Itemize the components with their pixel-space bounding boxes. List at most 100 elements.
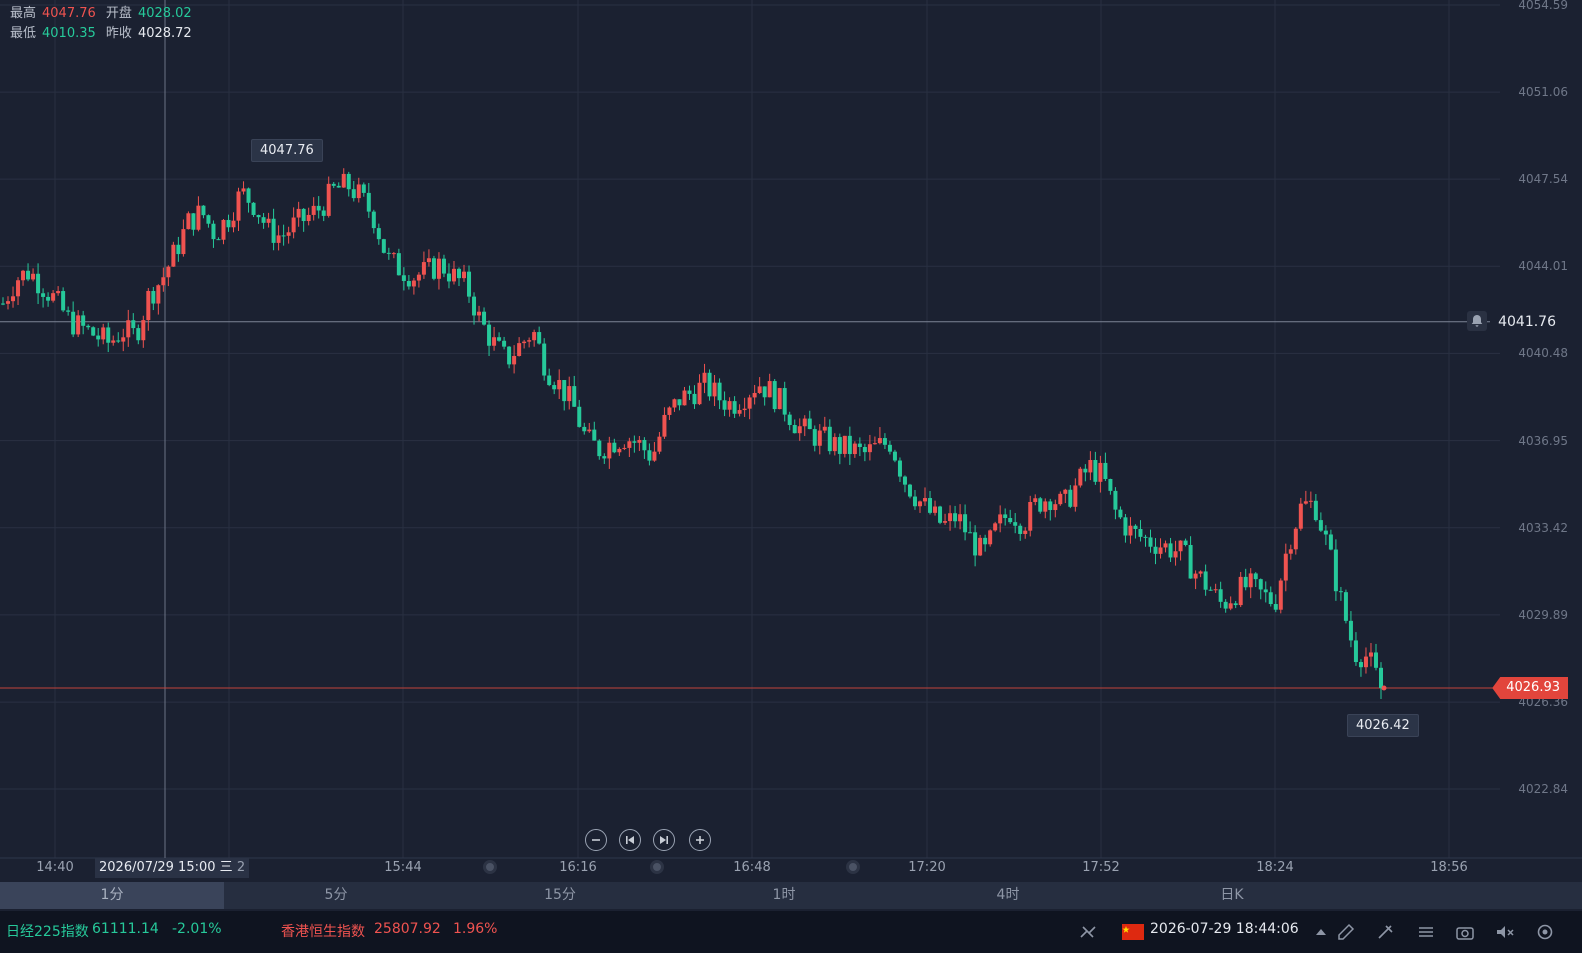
- candle-body: [331, 183, 336, 186]
- scroll-marker[interactable]: [846, 860, 860, 874]
- candle-body: [472, 296, 477, 316]
- index2-name[interactable]: 香港恒生指数: [281, 924, 365, 940]
- edit-icon[interactable]: [1336, 922, 1356, 942]
- time-tick-label: 18:56: [1430, 860, 1468, 875]
- candle-body: [26, 270, 31, 280]
- tab-15min[interactable]: 15分: [544, 887, 576, 903]
- candle-body: [597, 440, 602, 457]
- candle-body: [747, 397, 752, 409]
- draw-icon[interactable]: [1376, 922, 1396, 942]
- candle-body: [1078, 468, 1083, 486]
- candle-body: [522, 341, 527, 344]
- candle-body: [1058, 493, 1063, 505]
- jump-end-button[interactable]: [653, 829, 675, 851]
- candle-body: [1328, 534, 1333, 550]
- alert-price-tag[interactable]: 4041.76: [1490, 311, 1568, 333]
- tab-daily[interactable]: 日K: [1220, 887, 1244, 903]
- candle-body: [1208, 589, 1213, 591]
- high-value: 4047.76: [42, 6, 96, 21]
- candle-body: [426, 258, 431, 263]
- candle-body: [286, 232, 291, 236]
- candle-body: [462, 271, 467, 279]
- candle-body: [1293, 528, 1298, 550]
- candle-body: [266, 218, 271, 223]
- chart-area[interactable]: 最高 4047.76 开盘 4028.02 最低 4010.35 昨收 4028.72 …: [0, 0, 1582, 882]
- menu-icon[interactable]: [1416, 922, 1436, 942]
- candle-body: [923, 498, 928, 502]
- connection-icon[interactable]: [1078, 922, 1098, 942]
- candle-body: [712, 382, 717, 397]
- candle-body: [381, 239, 386, 253]
- candle-body: [897, 460, 902, 477]
- candle-body: [416, 274, 421, 281]
- candle-body: [637, 439, 642, 443]
- candle-body: [812, 429, 817, 446]
- time-tick-label: 17:20: [908, 860, 946, 875]
- mute-icon[interactable]: [1495, 922, 1515, 942]
- candle-body: [111, 340, 116, 343]
- time-tick-label: 15:44: [384, 860, 422, 875]
- candle-body: [537, 332, 542, 344]
- index1-value: 61111.14: [92, 921, 159, 937]
- crosshair-time-suffix: 2: [236, 860, 246, 875]
- scroll-marker[interactable]: [650, 860, 664, 874]
- candle-body: [396, 253, 401, 276]
- candle-body: [241, 188, 246, 192]
- candle-body: [552, 385, 557, 390]
- prev-close-value: 4028.72: [137, 26, 192, 41]
- candle-body: [1203, 571, 1208, 590]
- candle-body: [136, 328, 141, 341]
- price-tick-label: 4022.84: [1518, 782, 1568, 796]
- candle-body: [141, 320, 146, 341]
- zoom-in-button[interactable]: [689, 829, 711, 851]
- price-tick-label: 4033.42: [1518, 520, 1568, 535]
- camera-icon[interactable]: [1455, 922, 1475, 942]
- candle-body: [837, 437, 842, 454]
- candle-body: [296, 208, 301, 218]
- candle-body: [1163, 543, 1168, 548]
- candle-body: [1273, 604, 1278, 610]
- candle-body: [557, 380, 562, 390]
- candle-body: [562, 380, 567, 402]
- candlestick-chart[interactable]: [0, 0, 1582, 882]
- candle-body: [482, 311, 487, 325]
- candle-body: [121, 337, 126, 342]
- candle-body: [993, 523, 998, 531]
- candle-body: [1178, 540, 1183, 552]
- bell-icon[interactable]: [1467, 311, 1487, 331]
- candle-body: [1158, 547, 1163, 554]
- zoom-out-button[interactable]: [585, 829, 607, 851]
- candle-body: [436, 258, 441, 279]
- timeframe-tabs: 1分 5分 15分 1时 4时 日K: [0, 882, 1582, 909]
- candle-body: [672, 399, 677, 408]
- current-price-dot: [1381, 685, 1387, 691]
- candle-body: [146, 290, 151, 321]
- caret-up-icon[interactable]: [1311, 922, 1331, 942]
- candle-body: [607, 442, 612, 459]
- candle-body: [717, 382, 722, 401]
- jump-start-button[interactable]: [619, 829, 641, 851]
- tab-1min[interactable]: 1分: [0, 882, 224, 909]
- candle-body: [1043, 501, 1048, 512]
- candle-body: [326, 183, 331, 216]
- candle-body: [1188, 545, 1193, 579]
- time-tick-label: 14:40: [36, 860, 74, 875]
- index1-name[interactable]: 日经225指数: [6, 924, 89, 940]
- candle-body: [261, 217, 266, 223]
- tab-5min[interactable]: 5分: [324, 887, 348, 903]
- candle-body: [722, 400, 727, 410]
- candle-body: [953, 513, 958, 522]
- candle-body: [1373, 652, 1378, 668]
- tab-1hour[interactable]: 1时: [772, 887, 796, 903]
- scroll-marker[interactable]: [483, 860, 497, 874]
- candle-body: [707, 372, 712, 397]
- low-label: 最低: [10, 26, 37, 41]
- candle-body: [512, 355, 517, 365]
- tab-4hour[interactable]: 4时: [996, 887, 1020, 903]
- time-tick-label: 16:48: [733, 860, 771, 875]
- candle-body: [41, 293, 46, 297]
- settings-icon[interactable]: [1535, 922, 1555, 942]
- price-tick-label: 4047.54: [1518, 172, 1568, 187]
- candle-body: [627, 441, 632, 448]
- candle-body: [1358, 662, 1363, 668]
